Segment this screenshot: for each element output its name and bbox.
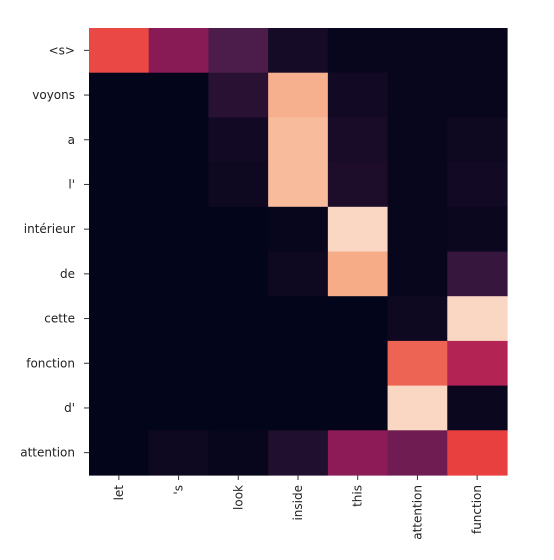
heatmap-cell <box>387 296 448 342</box>
heatmap-cell <box>268 385 329 431</box>
heatmap-cell <box>89 296 150 342</box>
heatmap-cell <box>208 385 269 431</box>
heatmap-cell <box>268 340 329 387</box>
heatmap-cell <box>268 206 329 253</box>
heatmap-cell <box>208 340 269 387</box>
heatmap-cell <box>89 162 150 208</box>
heatmap-cell <box>208 296 269 342</box>
x-tick-label: 's <box>172 485 186 495</box>
heatmap-cell <box>208 251 269 297</box>
heatmap-cell <box>268 162 329 208</box>
heatmap-cell <box>387 162 448 208</box>
heatmap-cell <box>148 206 210 253</box>
heatmap-cell <box>89 430 150 476</box>
heatmap-cell <box>89 117 150 163</box>
heatmap-cell <box>89 251 150 297</box>
heatmap-cell <box>148 162 210 208</box>
heatmap-cell <box>387 72 448 118</box>
heatmap-cell <box>208 430 269 476</box>
heatmap-cell <box>387 251 448 297</box>
heatmap-cell <box>447 340 508 387</box>
heatmap-cell <box>447 206 508 253</box>
heatmap-cell <box>447 430 508 476</box>
heatmap-cell <box>268 117 329 163</box>
heatmap-cell <box>327 385 389 431</box>
heatmap-cell <box>148 430 210 476</box>
y-tick-label: d' <box>64 401 75 415</box>
y-tick-label: l' <box>68 177 75 191</box>
heatmap-cell <box>387 28 448 74</box>
heatmap-cell <box>387 430 448 476</box>
heatmap-cell <box>327 117 389 163</box>
heatmap-cell <box>148 251 210 297</box>
heatmap-cell <box>327 162 389 208</box>
heatmap-cell <box>327 251 389 297</box>
y-tick-label: <s> <box>49 43 75 57</box>
heatmap-cell <box>208 117 269 163</box>
heatmap-cell <box>387 385 448 431</box>
heatmap-cell <box>268 296 329 342</box>
heatmap-cell <box>447 251 508 297</box>
heatmap-cell <box>148 72 210 118</box>
y-tick-label: a <box>68 133 75 147</box>
heatmap-cell <box>447 296 508 342</box>
heatmap-cell <box>208 72 269 118</box>
heatmap-cell <box>327 206 389 253</box>
heatmap-cell <box>208 162 269 208</box>
heatmap-cell <box>148 340 210 387</box>
heatmap-cell <box>387 206 448 253</box>
heatmap-cell <box>268 28 329 74</box>
y-tick-label: voyons <box>32 88 75 102</box>
heatmap-cell <box>447 385 508 431</box>
heatmap-cell <box>148 28 210 74</box>
heatmap-cell <box>268 251 329 297</box>
heatmap-cell <box>327 296 389 342</box>
y-tick-label: de <box>60 267 75 281</box>
heatmap-cell <box>148 296 210 342</box>
heatmap-cell <box>89 72 150 118</box>
y-tick-label: intérieur <box>24 222 75 236</box>
heatmap-cell <box>447 28 508 74</box>
heatmap-cell <box>89 385 150 431</box>
heatmap-cell <box>148 385 210 431</box>
heatmap-cell <box>327 72 389 118</box>
x-tick-label: attention <box>410 485 424 540</box>
heatmap-cell <box>447 117 508 163</box>
heatmap-cell <box>387 117 448 163</box>
heatmap-cell <box>387 340 448 387</box>
heatmap-cell <box>268 72 329 118</box>
x-axis-ticks: let 's look inside this attention function <box>112 475 484 540</box>
heatmap-cell <box>89 206 150 253</box>
x-tick-label: look <box>231 485 245 510</box>
y-tick-label: cette <box>44 312 75 326</box>
heatmap-cell <box>208 28 269 74</box>
x-tick-label: let <box>112 485 126 501</box>
y-tick-label: attention <box>20 446 75 460</box>
x-tick-label: this <box>351 485 365 507</box>
heatmap-cell <box>208 206 269 253</box>
heatmap-cell <box>447 162 508 208</box>
heatmap-cell <box>268 430 329 476</box>
y-tick-label: fonction <box>26 356 75 370</box>
heatmap-cell <box>148 117 210 163</box>
x-tick-label: inside <box>291 485 305 521</box>
y-axis-ticks: <s> voyons a l' intérieur de cette fonction d' at… <box>20 43 89 460</box>
heatmap-cells <box>89 28 508 476</box>
heatmap-cell <box>447 72 508 118</box>
heatmap-cell <box>327 430 389 476</box>
x-tick-label: function <box>470 485 484 534</box>
heatmap-cell <box>327 28 389 74</box>
heatmap-cell <box>89 28 150 74</box>
heatmap-cell <box>89 340 150 387</box>
heatmap-cell <box>327 340 389 387</box>
